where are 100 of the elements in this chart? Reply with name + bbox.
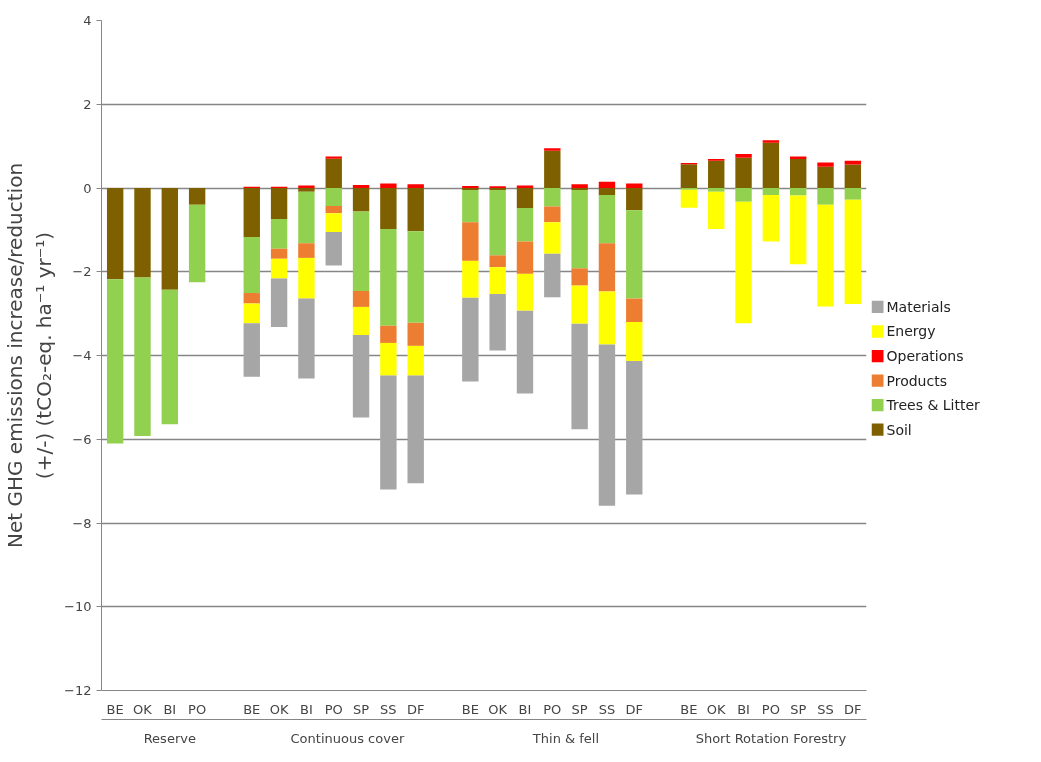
bar bbox=[188, 204, 206, 283]
x-tick-label: OK bbox=[488, 701, 508, 717]
bar bbox=[571, 323, 588, 430]
bar bbox=[489, 190, 506, 256]
y-tick-label: 2 bbox=[83, 96, 92, 112]
bar bbox=[626, 210, 643, 299]
legend-label: Soil bbox=[886, 421, 912, 438]
bar bbox=[380, 229, 397, 326]
bar bbox=[544, 150, 561, 188]
bar bbox=[708, 191, 725, 230]
y-tick-label: −2 bbox=[72, 264, 92, 280]
bar bbox=[243, 236, 260, 294]
x-tick-label: BI bbox=[518, 701, 532, 717]
bar bbox=[680, 189, 698, 208]
x-tick-label: SP bbox=[790, 701, 807, 717]
bar bbox=[844, 164, 862, 188]
bar bbox=[817, 188, 834, 205]
bar bbox=[325, 213, 342, 232]
x-tick-label: SS bbox=[817, 701, 834, 717]
bar bbox=[407, 231, 424, 323]
bar bbox=[571, 188, 588, 191]
bar bbox=[626, 183, 643, 188]
bar bbox=[134, 188, 151, 278]
bar bbox=[571, 285, 588, 324]
bar bbox=[352, 334, 370, 418]
bar bbox=[735, 157, 752, 188]
bar bbox=[844, 188, 862, 200]
bar bbox=[489, 293, 506, 351]
x-tick-label: BE bbox=[243, 701, 261, 717]
bar bbox=[298, 185, 315, 188]
bar bbox=[106, 188, 124, 280]
legend-label: Trees & Litter bbox=[885, 397, 981, 414]
bar bbox=[462, 190, 479, 223]
bar bbox=[380, 375, 397, 490]
bar bbox=[325, 206, 342, 214]
bar bbox=[762, 142, 780, 188]
y-tick-label: 0 bbox=[83, 180, 92, 196]
bar bbox=[243, 293, 260, 304]
x-tick-label: BE bbox=[461, 701, 479, 717]
bar bbox=[380, 183, 397, 188]
bar bbox=[106, 279, 124, 444]
x-tick-label: SP bbox=[571, 701, 588, 717]
bar bbox=[489, 267, 506, 294]
legend-label: Products bbox=[886, 372, 947, 389]
x-tick-label: DF bbox=[625, 701, 644, 717]
bar bbox=[380, 325, 397, 343]
bar bbox=[626, 322, 643, 361]
y-axis-title: Net GHG emissions increase/reduction (+/-) (tCO₂-eq. ha⁻¹ yr⁻¹) bbox=[3, 162, 57, 549]
y-tick-label: −6 bbox=[72, 431, 92, 447]
x-tick-label: OK bbox=[133, 701, 153, 717]
bar bbox=[817, 204, 834, 307]
bar bbox=[844, 199, 862, 304]
bar bbox=[298, 257, 315, 299]
bar bbox=[352, 188, 370, 212]
bar bbox=[735, 201, 752, 324]
bar bbox=[571, 190, 588, 269]
bar bbox=[680, 164, 698, 188]
bar bbox=[516, 241, 534, 274]
bar bbox=[844, 160, 862, 165]
bar bbox=[298, 243, 315, 258]
bar bbox=[735, 154, 752, 158]
bar bbox=[790, 188, 807, 196]
bar bbox=[134, 277, 151, 436]
bar bbox=[598, 243, 616, 292]
bar bbox=[626, 360, 643, 495]
bar bbox=[516, 273, 534, 311]
bar bbox=[243, 303, 260, 324]
bar bbox=[762, 188, 780, 196]
y-tick-label: −4 bbox=[72, 348, 92, 363]
bar bbox=[516, 185, 534, 188]
bar bbox=[598, 195, 616, 244]
bar bbox=[298, 298, 315, 379]
x-tick-label: PO bbox=[543, 701, 562, 717]
bar bbox=[708, 188, 725, 192]
bar bbox=[270, 218, 288, 249]
bar bbox=[161, 188, 178, 290]
y-tick-label: 4 bbox=[83, 13, 92, 28]
bar bbox=[270, 188, 288, 219]
bar bbox=[270, 248, 288, 259]
bar bbox=[243, 188, 260, 237]
bar bbox=[817, 162, 834, 167]
bar bbox=[516, 208, 534, 242]
text: Thin & fell bbox=[531, 730, 600, 746]
bar bbox=[462, 297, 479, 382]
bar bbox=[762, 140, 780, 143]
bar bbox=[407, 184, 424, 188]
bar bbox=[762, 195, 780, 242]
bar bbox=[544, 148, 561, 151]
bar bbox=[544, 206, 561, 223]
bar bbox=[270, 278, 288, 328]
x-tick-label: PO bbox=[188, 701, 207, 717]
x-tick-label: SS bbox=[380, 701, 397, 717]
bar bbox=[380, 342, 397, 376]
text: Reserve bbox=[143, 730, 196, 746]
bar bbox=[790, 195, 807, 265]
bar bbox=[598, 291, 616, 345]
x-tick-label: SP bbox=[353, 701, 370, 717]
bar bbox=[298, 191, 315, 244]
bar bbox=[325, 231, 342, 266]
x-tick-label: DF bbox=[844, 701, 862, 717]
